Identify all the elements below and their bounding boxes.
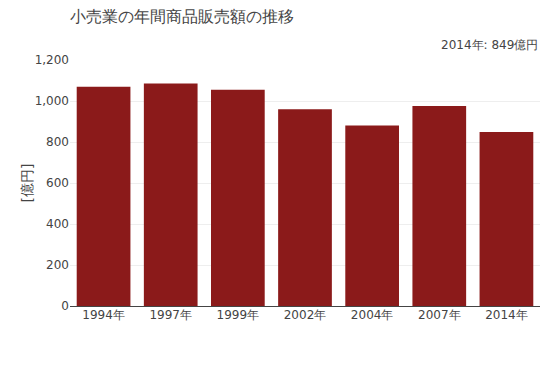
- svg-text:2014年: 2014年: [485, 308, 528, 322]
- svg-text:800: 800: [46, 135, 69, 149]
- svg-text:600: 600: [46, 176, 69, 190]
- svg-text:2002年: 2002年: [284, 308, 327, 322]
- svg-text:1994年: 1994年: [82, 308, 125, 322]
- svg-text:0: 0: [61, 299, 69, 313]
- svg-text:1,000: 1,000: [35, 94, 69, 108]
- svg-text:1,200: 1,200: [35, 53, 69, 67]
- svg-text:小売業の年間商品販売額の推移: 小売業の年間商品販売額の推移: [70, 7, 294, 26]
- svg-text:2014年: 849億円: 2014年: 849億円: [441, 38, 538, 52]
- svg-text:400: 400: [46, 217, 69, 231]
- svg-text:200: 200: [46, 258, 69, 272]
- svg-text:1997年: 1997年: [149, 308, 192, 322]
- svg-text:1999年: 1999年: [217, 308, 260, 322]
- svg-text:2007年: 2007年: [418, 308, 461, 322]
- svg-text:2004年: 2004年: [351, 308, 394, 322]
- svg-text:[億円]: [億円]: [19, 164, 35, 203]
